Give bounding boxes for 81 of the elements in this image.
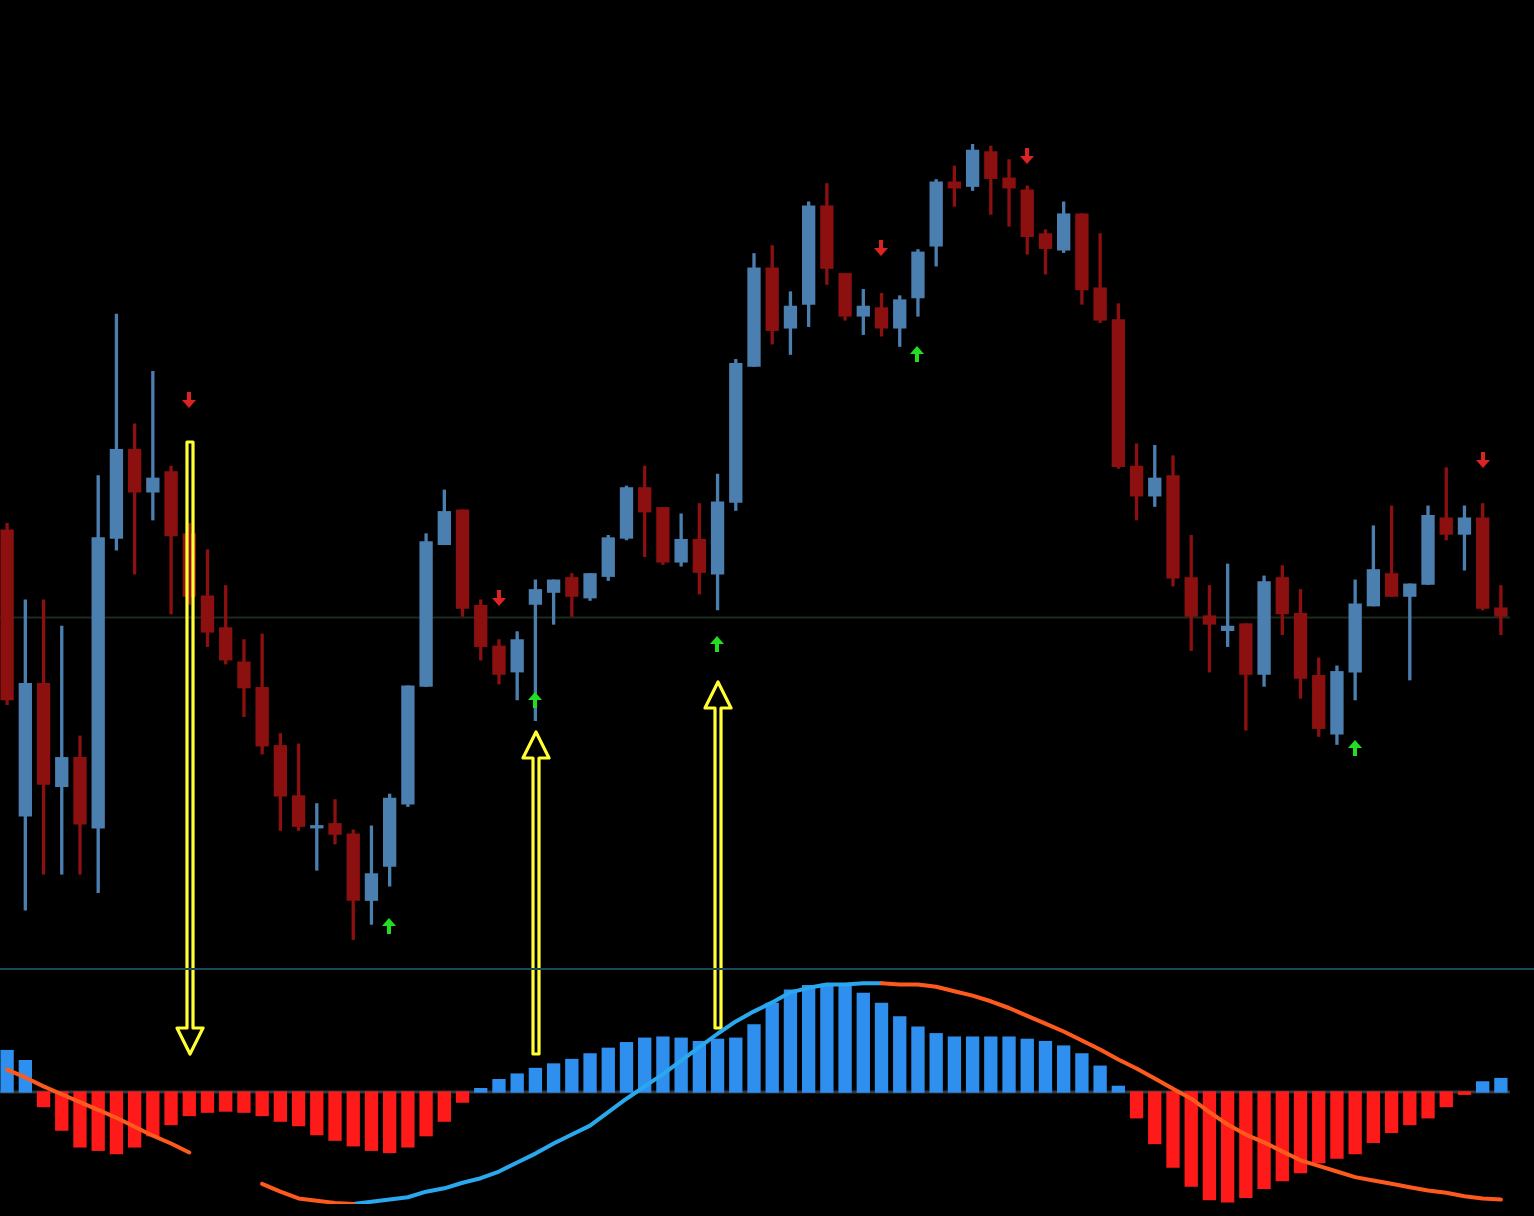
bar [1384, 1091, 1399, 1133]
bar [1038, 1040, 1053, 1093]
candlestick [1494, 585, 1508, 635]
bar [765, 1002, 779, 1093]
bar [437, 1091, 451, 1122]
bar [1002, 1036, 1016, 1093]
bar [401, 1091, 415, 1148]
bar [0, 1049, 14, 1093]
bar [965, 1036, 980, 1093]
bar [1439, 1091, 1453, 1108]
bar [127, 1091, 142, 1148]
bar [1403, 1091, 1417, 1126]
bar [1494, 1077, 1508, 1093]
bar [929, 1033, 943, 1093]
bar [747, 1024, 761, 1093]
bar [1421, 1091, 1435, 1119]
bar [492, 1079, 506, 1093]
bar [601, 1047, 615, 1093]
bar [200, 1091, 215, 1113]
bar [674, 1037, 688, 1093]
bar [1184, 1091, 1198, 1187]
bar [1293, 1091, 1308, 1174]
bar [273, 1091, 288, 1122]
bar [710, 1038, 725, 1093]
bar [1057, 1045, 1071, 1093]
bar [1075, 1053, 1089, 1093]
bar [1257, 1091, 1271, 1189]
bar [219, 1091, 233, 1112]
bar [383, 1091, 397, 1154]
bar [364, 1091, 379, 1151]
bar [419, 1091, 433, 1137]
bar [182, 1091, 196, 1117]
bar [1275, 1091, 1289, 1182]
bar [310, 1091, 324, 1136]
bar [1093, 1065, 1107, 1093]
bar [1202, 1091, 1217, 1201]
bar [619, 1042, 634, 1093]
bar [801, 984, 816, 1093]
bar [856, 992, 870, 1093]
bar [1166, 1091, 1180, 1168]
bar [328, 1091, 342, 1141]
bar [455, 1091, 470, 1103]
bar [91, 1091, 105, 1151]
bar [1148, 1091, 1162, 1145]
bar [36, 1091, 51, 1108]
bar [729, 1037, 743, 1093]
bar [1476, 1081, 1490, 1093]
bar [838, 984, 852, 1093]
bar [73, 1091, 87, 1148]
bar [565, 1058, 579, 1093]
bar [255, 1091, 269, 1117]
bar [474, 1087, 488, 1093]
bar [984, 1036, 998, 1093]
bar [874, 1002, 889, 1093]
candlestick [1002, 159, 1016, 227]
bar [346, 1091, 360, 1147]
bar [510, 1073, 524, 1093]
bar [109, 1091, 124, 1155]
bar [1220, 1091, 1235, 1203]
bar [1020, 1038, 1034, 1093]
bar [291, 1091, 306, 1127]
bar [820, 983, 834, 1093]
bar [911, 1026, 925, 1093]
bar [1330, 1091, 1344, 1159]
bar [1239, 1091, 1253, 1198]
candlestick [146, 371, 160, 521]
bar [237, 1091, 251, 1113]
bar [893, 1016, 907, 1093]
bar [783, 989, 798, 1093]
bar [656, 1036, 670, 1093]
bar [146, 1091, 160, 1137]
bar [546, 1063, 561, 1093]
bar [1348, 1091, 1362, 1155]
bar [947, 1036, 962, 1093]
bar [583, 1053, 597, 1093]
bar [164, 1091, 178, 1126]
bar [1111, 1085, 1125, 1093]
bar [1129, 1091, 1144, 1119]
bar [1312, 1091, 1326, 1164]
bar [528, 1067, 543, 1093]
bar [1366, 1091, 1381, 1144]
